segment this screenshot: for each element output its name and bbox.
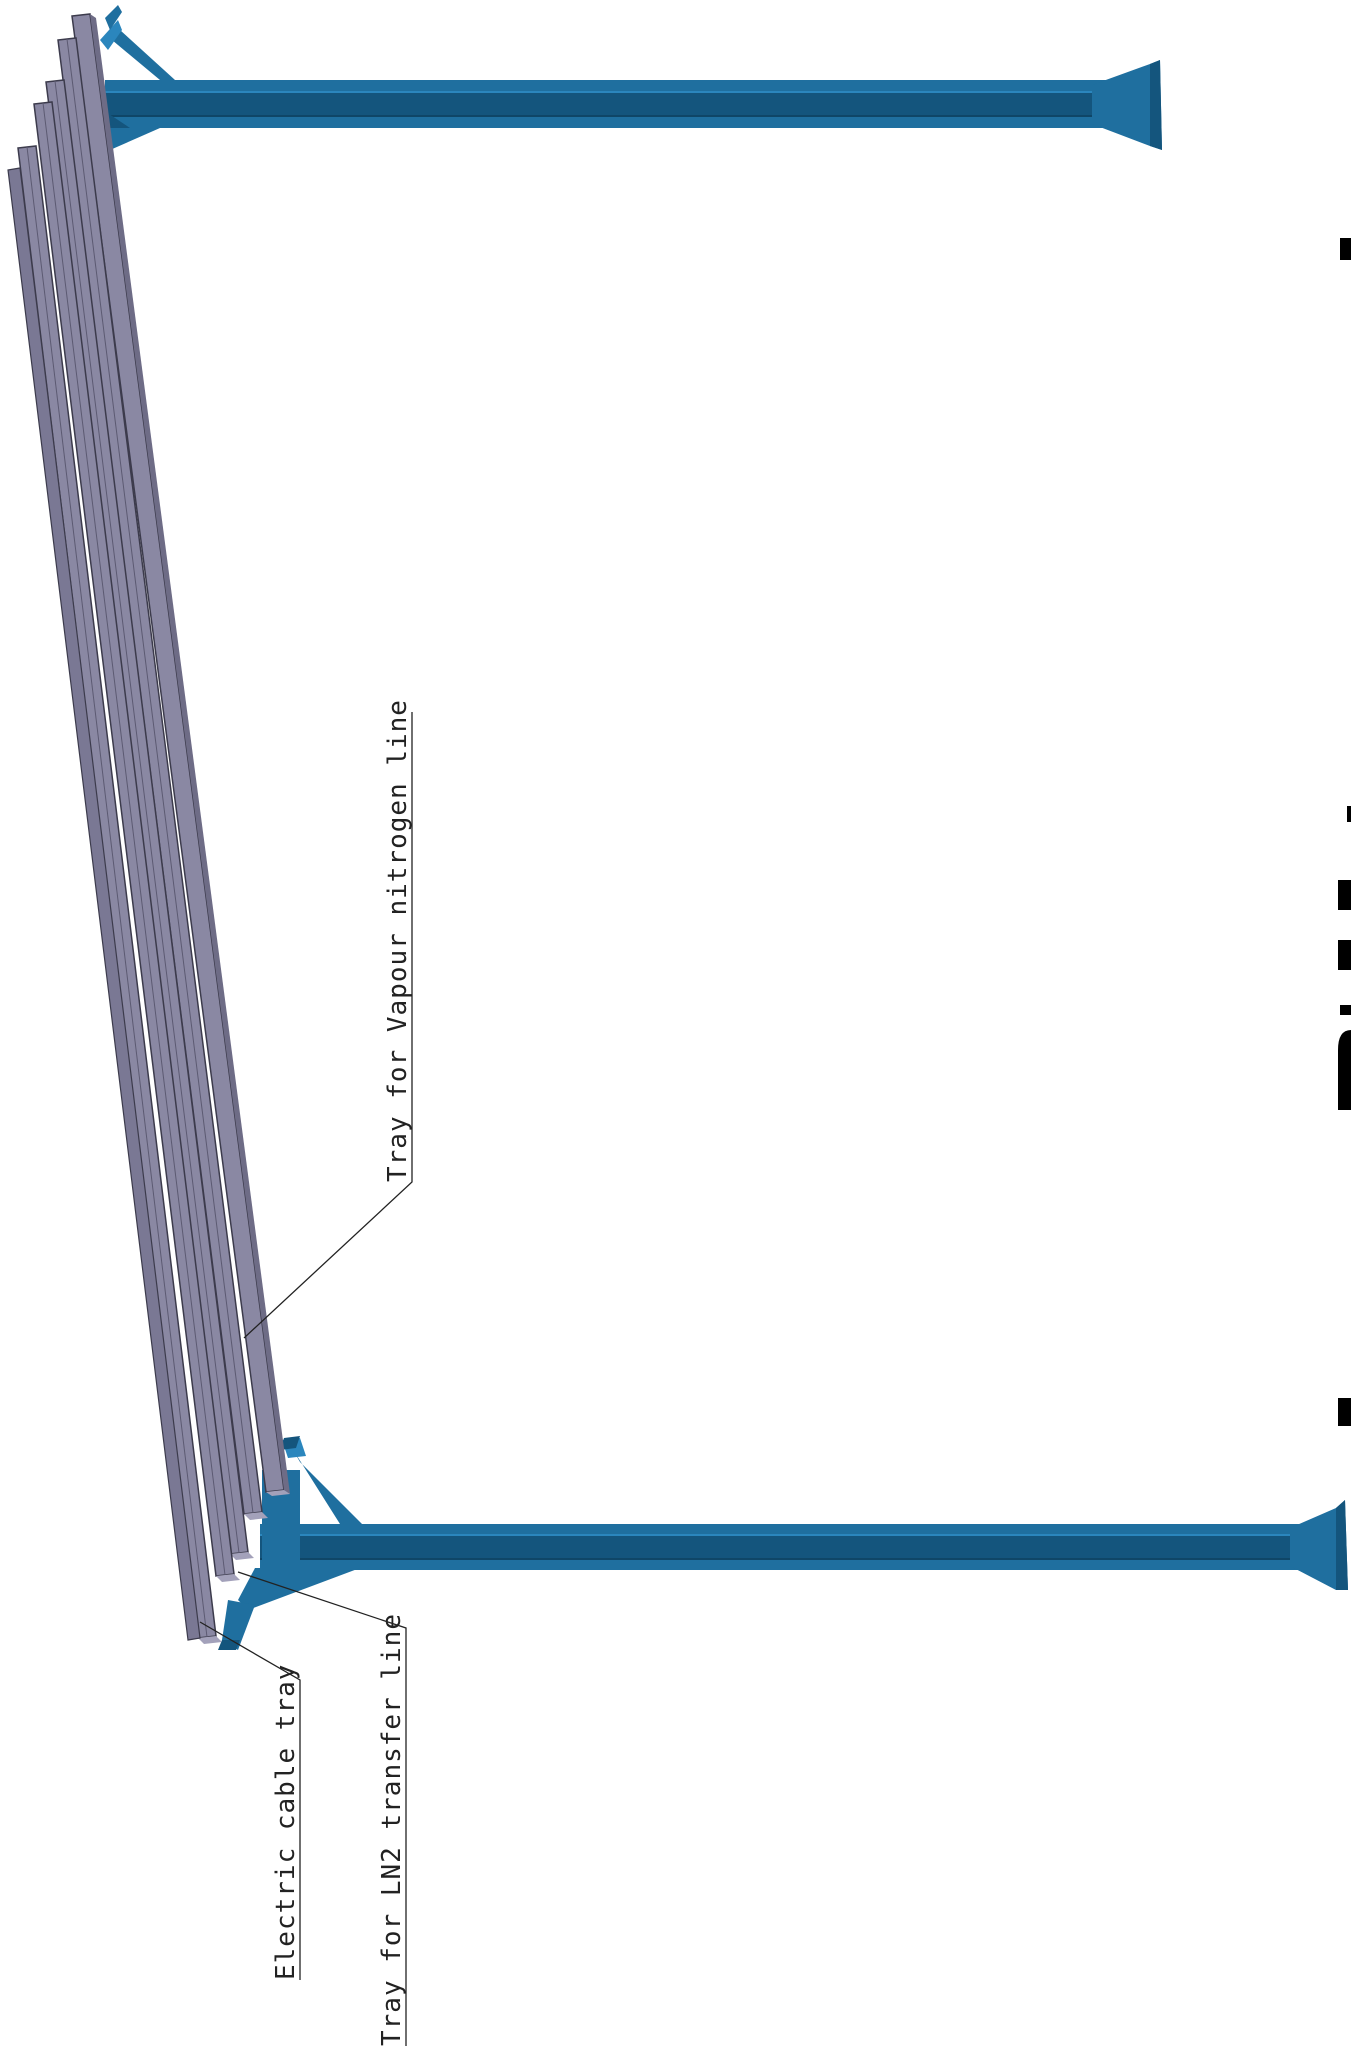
leader-line [237,1571,407,2046]
label-electric-tray: Electric cable tray [199,1621,301,1980]
label-text: Electric cable tray [271,1664,301,1980]
margin-marks [1338,238,1351,1426]
steel-column-bottom [218,1436,1348,1650]
leader-line [243,712,413,1339]
label-text: Tray for Vapour nitrogen line [383,699,413,1182]
cable-tray-bundle [7,13,290,1644]
tray-member [71,13,290,1496]
label-text: Tray for LN2 transfer line [377,1613,407,2046]
tray-member [33,101,240,1582]
label-ln2-tray: Tray for LN2 transfer line [237,1571,407,2046]
label-vapour-tray: Tray for Vapour nitrogen line [243,699,413,1339]
leader-line [199,1621,301,1980]
steel-column-top [90,5,1162,150]
